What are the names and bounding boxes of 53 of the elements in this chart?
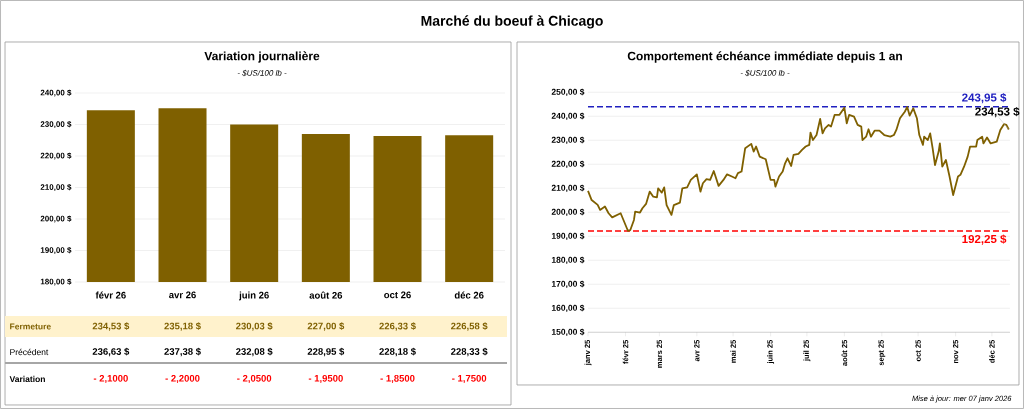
y-tick-label: 200,00 $ bbox=[551, 208, 585, 217]
y-tick-label: 190,00 $ bbox=[551, 232, 585, 241]
ref-line-label: 243,95 $ bbox=[962, 92, 1007, 104]
x-tick-label: avr 26 bbox=[169, 291, 196, 299]
chart-title: Comportement échéance immédiate depuis 1 an bbox=[627, 51, 902, 63]
ref-line-label: 192,25 $ bbox=[962, 234, 1007, 245]
y-tick-label: 210,00 $ bbox=[551, 184, 585, 193]
y-tick-label: 220,00 $ bbox=[551, 160, 585, 169]
y-tick-label: 200,00 $ bbox=[40, 215, 72, 223]
text: - 2,0500 bbox=[237, 374, 272, 384]
text: 236,63 $ bbox=[92, 347, 130, 357]
chart-title: Variation journalière bbox=[204, 51, 320, 63]
chart-subtitle: - $US/100 lb - bbox=[237, 69, 287, 77]
y-tick-label: 240,00 $ bbox=[551, 112, 585, 121]
y-tick-label: 180,00 $ bbox=[551, 256, 585, 265]
y-tick-label: 180,00 $ bbox=[40, 278, 72, 286]
text: Marché du boeuf à Chicago bbox=[421, 15, 603, 29]
text: - 1,7500 bbox=[452, 374, 487, 384]
y-tick-label: 190,00 $ bbox=[40, 246, 72, 255]
y-tick-label: 250,00 $ bbox=[551, 88, 585, 97]
x-tick-label: juin 26 bbox=[238, 291, 269, 301]
chart-subtitle: - $US/100 lb - bbox=[740, 69, 790, 77]
x-tick-label: oct 26 bbox=[384, 291, 411, 299]
text: Fermeture bbox=[10, 323, 51, 330]
data-label: 226,58 $ bbox=[451, 322, 488, 331]
y-tick-label: 170,00 $ bbox=[551, 280, 585, 289]
data-label: 227,00 $ bbox=[307, 322, 345, 331]
text: - 2,1000 bbox=[93, 374, 128, 384]
text: 228,95 $ bbox=[307, 347, 345, 357]
x-tick-label: déc 26 bbox=[454, 291, 484, 299]
y-tick-label: 230,00 $ bbox=[551, 136, 585, 145]
text: Précédent bbox=[10, 348, 49, 356]
text: - 1,9500 bbox=[308, 374, 343, 384]
text: 237,38 $ bbox=[164, 347, 201, 357]
y-tick-label: 150,00 $ bbox=[551, 328, 585, 337]
y-tick-label: 240,00 $ bbox=[40, 89, 72, 97]
y-tick-label: 160,00 $ bbox=[551, 304, 585, 313]
y-tick-label: 230,00 $ bbox=[40, 120, 72, 129]
data-label: 235,18 $ bbox=[164, 322, 201, 331]
text: 228,33 $ bbox=[451, 347, 488, 357]
y-tick-label: 210,00 $ bbox=[40, 183, 72, 192]
text: - 2,2000 bbox=[165, 374, 200, 384]
data-label: 230,03 $ bbox=[236, 322, 273, 331]
text: 232,08 $ bbox=[236, 347, 273, 357]
annotation: 234,53 $ bbox=[975, 106, 1020, 118]
x-tick-label: août 26 bbox=[309, 291, 343, 299]
data-label: 226,33 $ bbox=[379, 322, 416, 331]
text: 228,18 $ bbox=[379, 347, 416, 357]
text: - 1,8500 bbox=[380, 374, 415, 384]
y-tick-label: 220,00 $ bbox=[40, 152, 72, 160]
text: Variation bbox=[9, 375, 45, 383]
x-tick-label: févr 26 bbox=[95, 291, 126, 299]
data-label: 234,53 $ bbox=[92, 322, 130, 331]
